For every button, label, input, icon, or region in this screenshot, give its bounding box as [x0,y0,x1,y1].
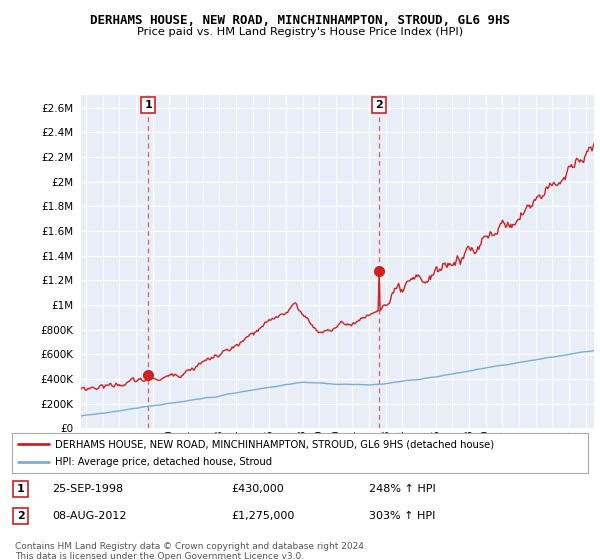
Text: £1,275,000: £1,275,000 [231,511,294,521]
Text: 25-SEP-1998: 25-SEP-1998 [52,484,124,494]
Text: 248% ↑ HPI: 248% ↑ HPI [369,484,436,494]
Text: Price paid vs. HM Land Registry's House Price Index (HPI): Price paid vs. HM Land Registry's House … [137,27,463,37]
Text: 1: 1 [17,484,25,494]
Text: 303% ↑ HPI: 303% ↑ HPI [369,511,436,521]
Text: DERHAMS HOUSE, NEW ROAD, MINCHINHAMPTON, STROUD, GL6 9HS (detached house): DERHAMS HOUSE, NEW ROAD, MINCHINHAMPTON,… [55,439,494,449]
Text: 2: 2 [375,100,383,110]
Text: Contains HM Land Registry data © Crown copyright and database right 2024.
This d: Contains HM Land Registry data © Crown c… [15,542,367,560]
Text: 2: 2 [17,511,25,521]
Text: 08-AUG-2012: 08-AUG-2012 [52,511,127,521]
Text: 1: 1 [144,100,152,110]
Text: £430,000: £430,000 [231,484,284,494]
Text: HPI: Average price, detached house, Stroud: HPI: Average price, detached house, Stro… [55,457,272,467]
Text: DERHAMS HOUSE, NEW ROAD, MINCHINHAMPTON, STROUD, GL6 9HS: DERHAMS HOUSE, NEW ROAD, MINCHINHAMPTON,… [90,14,510,27]
